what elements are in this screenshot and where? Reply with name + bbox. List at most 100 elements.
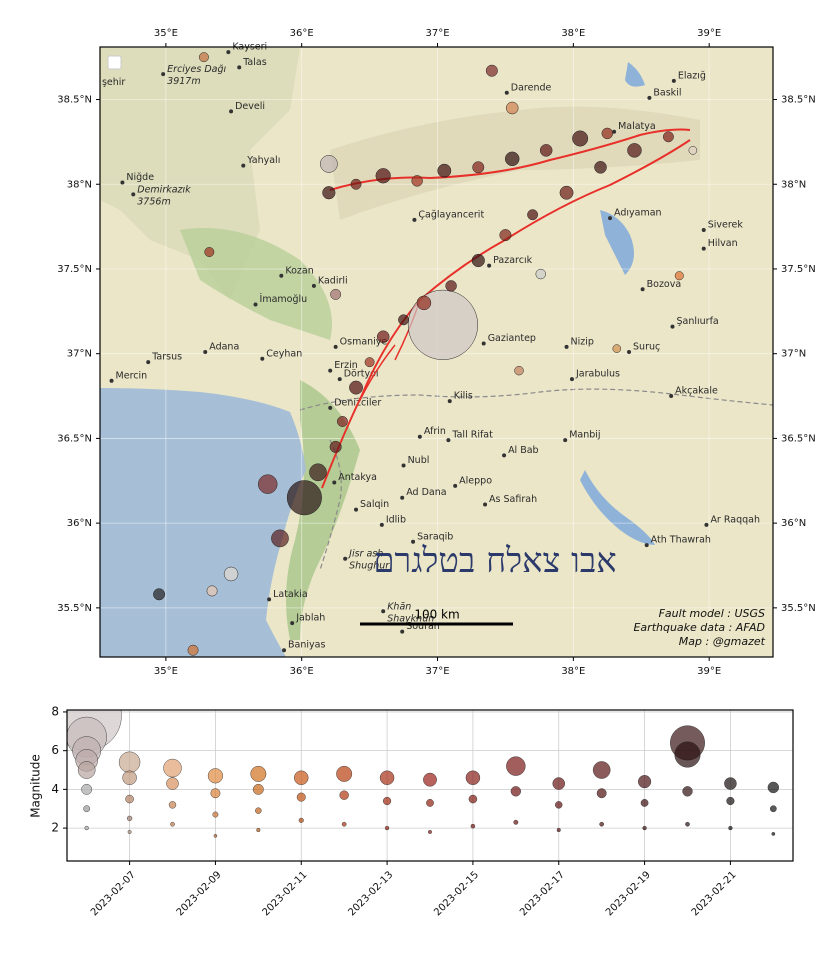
place-label: Latakia [273, 589, 308, 600]
aftershock [255, 807, 262, 814]
earthquake [153, 588, 166, 601]
vegetation [286, 380, 360, 640]
place-dot [411, 539, 416, 544]
y-tick-label: 37°N [67, 349, 92, 360]
aftershock [127, 830, 132, 834]
place-dot [400, 629, 405, 634]
place-dot [701, 228, 706, 232]
faults [321, 128, 691, 489]
earthquake [505, 101, 519, 115]
aftershock [592, 761, 611, 779]
place-label: Salqin [360, 499, 389, 510]
earthquake [337, 416, 348, 427]
credit: Map : @gmazet [679, 635, 766, 648]
place-dot [569, 377, 574, 382]
aftershock [126, 815, 133, 822]
aftershock [640, 799, 649, 807]
aftershock [170, 821, 175, 827]
aftershock [726, 796, 735, 806]
earthquake [594, 161, 607, 174]
place-dot [483, 502, 488, 507]
x-tick-label: 39°E [697, 666, 721, 677]
aftershock [250, 765, 267, 782]
earthquake [286, 480, 322, 516]
earthquake [627, 143, 642, 158]
aftershock [510, 786, 521, 797]
fault-line [329, 128, 691, 191]
x-tick-label: 2023-02-15 [432, 869, 481, 918]
earthquake [471, 253, 485, 268]
place-dot [608, 216, 613, 221]
lake [600, 62, 645, 275]
place-label: Manbij [569, 430, 600, 441]
earthquake [559, 185, 574, 200]
vegetation [180, 228, 332, 340]
watermark: אבו צאלח בטלגרם [373, 541, 616, 581]
earthquake [322, 186, 336, 200]
earthquake [437, 163, 452, 178]
place-label-line: Erciyes Dağı [167, 64, 226, 75]
place-dot [311, 283, 316, 288]
place-label: Pazarcık [493, 255, 532, 266]
earthquake [514, 365, 524, 376]
place-dot [379, 522, 384, 527]
earthquake [504, 151, 520, 167]
place-label-line: Shaykhūn [387, 613, 434, 624]
y-tick-label: 37.5°N [781, 264, 816, 275]
aftershock [428, 830, 432, 834]
events [153, 52, 698, 656]
x-tick-label: 2023-02-09 [175, 869, 224, 918]
aftershock [336, 765, 353, 782]
place-dot [226, 50, 231, 55]
credit: Earthquake data : AFAD [633, 621, 765, 634]
aftershock [771, 832, 776, 836]
place-label: Tall Rifat [451, 430, 493, 441]
credit: Fault model : USGS [659, 607, 765, 620]
earthquake [572, 130, 589, 147]
x-tick-label: 2023-02-11 [261, 869, 310, 918]
place-label: Hilvan [708, 238, 738, 249]
y-tick-label: 37.5°N [57, 264, 92, 275]
scatter-frame [66, 709, 794, 862]
place-label-line: Shughur [349, 560, 390, 571]
place-label-line: 3917m [167, 76, 200, 87]
scatter-points [67, 710, 779, 838]
place-dot [241, 163, 246, 168]
place-label: Nizip [571, 336, 594, 347]
aftershock [465, 770, 481, 785]
aftershock [84, 825, 89, 831]
place-label: Şanlıurfa [676, 316, 718, 327]
place-dot [279, 273, 284, 278]
earthquake [539, 144, 553, 157]
place-label: Gaziantep [488, 333, 536, 344]
aftershock [674, 741, 701, 768]
fault-line [321, 139, 691, 489]
earthquake [223, 566, 239, 582]
earthquake [499, 229, 512, 242]
aftershock [555, 801, 563, 809]
place-dot [504, 90, 509, 95]
place-label: Saraqib [417, 531, 453, 542]
aftershock [383, 796, 392, 806]
x-tick-label: 35°E [154, 666, 178, 677]
aftershock [339, 790, 349, 800]
place-dot [453, 483, 458, 488]
x-tick-label: 37°E [425, 28, 449, 39]
place-label: Jablah [295, 613, 325, 624]
place-dot [670, 324, 675, 329]
place-dot [701, 246, 706, 251]
place-dot [612, 129, 617, 134]
earthquake [527, 209, 539, 221]
aftershock [118, 751, 141, 773]
place-label-line: Jisr ash [347, 548, 383, 559]
x-tick-label: 2023-02-07 [89, 869, 138, 918]
x-tick-label: 36°E [290, 28, 314, 39]
place-label: Khān Shaykhūn [387, 601, 434, 624]
earthquake [445, 280, 457, 292]
place-label-line: Khān [387, 601, 411, 612]
y-tick-label: 8 [51, 704, 59, 718]
x-tick-label: 2023-02-17 [518, 869, 567, 918]
place-label: Kilis [454, 391, 473, 402]
earthquake [674, 271, 684, 281]
x-tick-label: 2023-02-19 [604, 869, 653, 918]
